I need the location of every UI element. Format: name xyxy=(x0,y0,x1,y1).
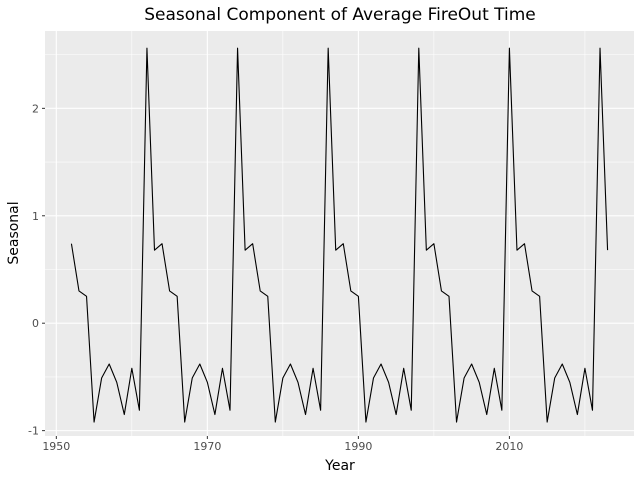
series-layer xyxy=(70,47,609,423)
y-tick-label: -1 xyxy=(28,425,39,438)
x-tick-label: 1950 xyxy=(42,440,70,453)
y-tick-label: 2 xyxy=(32,102,39,115)
x-tick-label: 1970 xyxy=(193,440,221,453)
x-axis-title: Year xyxy=(324,458,355,474)
chart-title: Seasonal Component of Average FireOut Ti… xyxy=(144,5,536,25)
y-tick-label: 1 xyxy=(32,210,39,223)
x-axis-ticks: 1950 1970 1990 2010 xyxy=(42,436,523,453)
y-tick-label: 0 xyxy=(32,317,39,330)
x-tick-label: 1990 xyxy=(344,440,372,453)
y-axis-title: Seasonal xyxy=(6,201,22,264)
y-axis-ticks: -1 0 1 2 xyxy=(28,102,45,438)
x-tick-label: 2010 xyxy=(495,440,523,453)
series-line xyxy=(70,47,609,423)
